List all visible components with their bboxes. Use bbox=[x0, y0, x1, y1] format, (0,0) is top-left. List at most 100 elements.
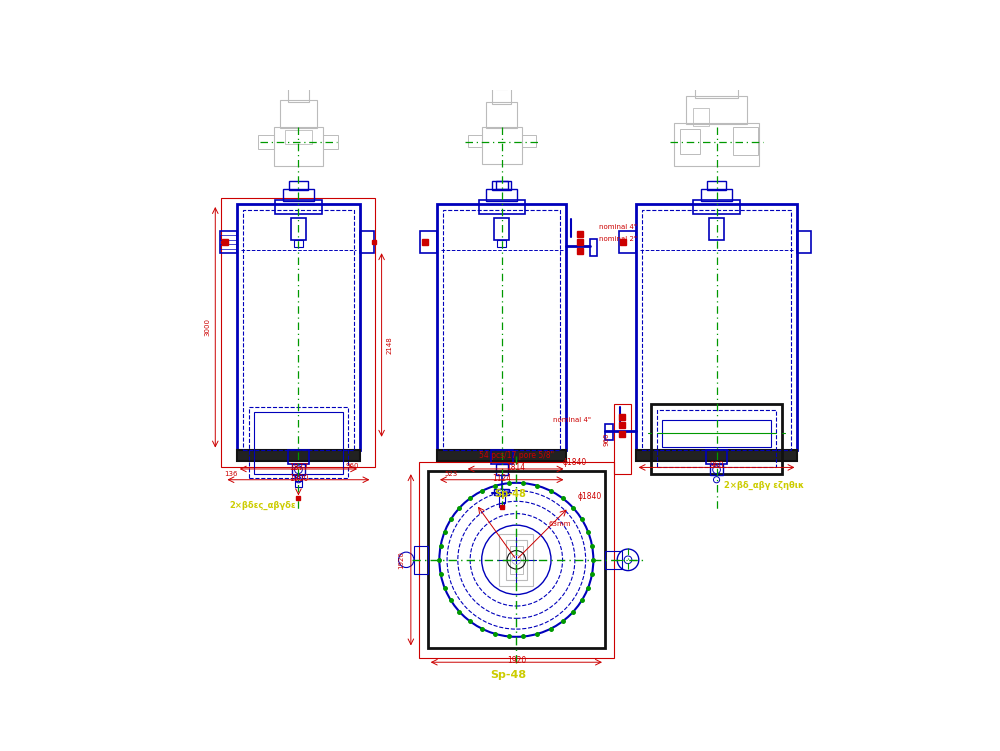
Text: 1900: 1900 bbox=[289, 474, 308, 483]
Bar bbox=[707, 181, 726, 190]
Bar bbox=[590, 239, 597, 255]
Text: 63mm: 63mm bbox=[549, 521, 571, 527]
Bar bbox=[522, 134, 536, 147]
Bar bbox=[642, 210, 791, 451]
Bar bbox=[420, 231, 437, 252]
Bar bbox=[494, 489, 509, 495]
Bar bbox=[295, 475, 302, 481]
Text: 54 pcs/17 pore 5/8": 54 pcs/17 pore 5/8" bbox=[479, 451, 554, 460]
Text: ϕ1840: ϕ1840 bbox=[578, 492, 602, 501]
Bar bbox=[243, 210, 354, 451]
Bar bbox=[482, 127, 522, 164]
Bar bbox=[499, 503, 504, 508]
Bar bbox=[288, 451, 309, 464]
Bar bbox=[295, 481, 302, 487]
Bar bbox=[496, 464, 508, 475]
Bar bbox=[220, 244, 237, 249]
Bar bbox=[651, 404, 782, 474]
Bar bbox=[695, 81, 738, 98]
Text: 1877: 1877 bbox=[289, 463, 308, 472]
Text: 960: 960 bbox=[603, 432, 609, 445]
Bar bbox=[496, 74, 507, 89]
Bar bbox=[221, 198, 375, 467]
Bar bbox=[280, 100, 317, 128]
Bar bbox=[499, 495, 505, 503]
Bar bbox=[686, 96, 747, 124]
Bar bbox=[437, 204, 566, 451]
Bar bbox=[605, 550, 622, 569]
Bar bbox=[294, 240, 303, 247]
Bar bbox=[414, 546, 428, 574]
Text: ϕ1840: ϕ1840 bbox=[563, 457, 587, 466]
Text: 1920: 1920 bbox=[507, 656, 526, 665]
Text: 960: 960 bbox=[709, 461, 724, 470]
Bar bbox=[703, 68, 730, 82]
Bar bbox=[275, 201, 322, 214]
Bar bbox=[254, 412, 343, 474]
Bar bbox=[360, 231, 374, 252]
Bar bbox=[437, 451, 566, 461]
Text: Sp-48: Sp-48 bbox=[491, 670, 527, 680]
Bar bbox=[249, 407, 348, 478]
Bar bbox=[499, 534, 533, 586]
Bar bbox=[797, 231, 811, 252]
Text: 3000: 3000 bbox=[205, 318, 211, 336]
Bar bbox=[289, 181, 308, 190]
Text: nominal 2": nominal 2" bbox=[599, 236, 637, 242]
Text: 1920: 1920 bbox=[399, 551, 405, 569]
Text: 2148: 2148 bbox=[386, 336, 392, 354]
Text: nominal 4": nominal 4" bbox=[553, 417, 591, 423]
Bar bbox=[323, 134, 338, 149]
Bar bbox=[237, 204, 360, 451]
Text: 523: 523 bbox=[444, 471, 458, 477]
Bar bbox=[705, 56, 728, 69]
Bar bbox=[468, 134, 482, 147]
Bar bbox=[486, 189, 517, 201]
Bar bbox=[258, 134, 274, 149]
Text: 2×βδ_αβγ εζηθικ: 2×βδ_αβγ εζηθικ bbox=[724, 481, 804, 490]
Bar bbox=[292, 73, 305, 86]
Text: 136: 136 bbox=[224, 471, 237, 477]
Bar bbox=[491, 451, 513, 464]
Bar bbox=[510, 546, 523, 574]
Bar bbox=[274, 127, 323, 165]
Bar bbox=[680, 129, 700, 154]
Bar bbox=[506, 540, 527, 580]
Bar bbox=[292, 464, 305, 475]
Bar bbox=[605, 424, 613, 441]
Bar bbox=[710, 464, 723, 475]
Bar bbox=[492, 87, 511, 104]
Bar bbox=[220, 235, 237, 240]
Bar bbox=[497, 240, 506, 247]
Bar bbox=[285, 130, 312, 144]
Bar bbox=[709, 218, 724, 240]
Text: Sp-48: Sp-48 bbox=[494, 489, 526, 499]
Bar bbox=[428, 472, 605, 648]
Bar bbox=[636, 204, 797, 451]
Text: 1814: 1814 bbox=[506, 463, 525, 472]
Bar bbox=[693, 201, 740, 214]
Bar bbox=[693, 108, 709, 126]
Bar bbox=[636, 451, 797, 461]
Bar bbox=[619, 231, 636, 252]
Bar bbox=[494, 218, 509, 240]
Text: 960: 960 bbox=[346, 463, 359, 469]
Bar bbox=[733, 127, 758, 155]
Bar bbox=[283, 189, 314, 201]
Bar bbox=[492, 181, 511, 190]
Bar bbox=[443, 210, 560, 451]
Bar bbox=[614, 404, 631, 474]
Bar bbox=[419, 462, 614, 658]
Bar bbox=[479, 201, 525, 214]
Bar bbox=[220, 231, 237, 252]
Bar bbox=[662, 420, 771, 447]
Bar bbox=[288, 85, 309, 101]
Text: nominal 4": nominal 4" bbox=[599, 225, 637, 230]
Text: 1124: 1124 bbox=[492, 474, 511, 483]
Bar bbox=[486, 102, 517, 128]
Bar bbox=[706, 451, 727, 464]
Bar bbox=[674, 123, 759, 165]
Bar bbox=[657, 411, 776, 467]
Bar bbox=[237, 451, 360, 461]
Bar bbox=[291, 218, 306, 240]
